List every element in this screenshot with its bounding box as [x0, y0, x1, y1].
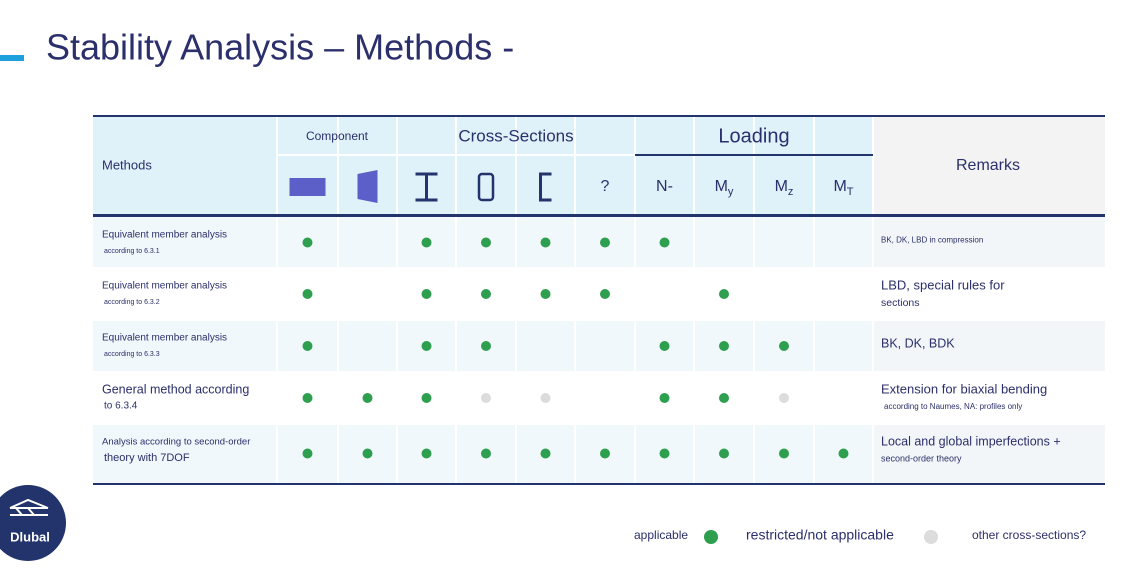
status-dot: [779, 448, 789, 459]
status-dot: [421, 341, 432, 351]
legend-label: other cross-sections?: [972, 528, 1086, 542]
remark: according to Naumes, NA: profiles only: [884, 402, 1022, 411]
icon-i-section: [415, 172, 438, 202]
status-dot: [659, 237, 670, 248]
status-dot: [600, 448, 610, 459]
status-dot: [659, 341, 670, 351]
method-name: according to 6.3.3: [104, 351, 160, 358]
method-name: theory with 7DOF: [104, 452, 190, 464]
header-bg: [93, 117, 873, 215]
remarks-header: Remarks: [956, 157, 1020, 174]
legend-label: applicable: [634, 528, 688, 542]
method-name: according to 6.3.1: [104, 248, 160, 255]
status-dot: [719, 448, 729, 459]
status-dot: [362, 448, 373, 459]
icon-plate: [357, 170, 378, 203]
remarks-header-bg: [873, 117, 1105, 215]
status-dot: [659, 448, 670, 459]
method-name: General method according: [102, 382, 249, 396]
status-dot: [481, 341, 491, 351]
remark: second-order theory: [881, 453, 962, 463]
column-head-sub: z: [788, 186, 794, 198]
group-header: Component: [306, 129, 369, 143]
method-name: Equivalent member analysis: [102, 281, 227, 292]
legend-label: restricted/not applicable: [746, 527, 894, 543]
status-dot: [540, 393, 551, 403]
methods-header: Methods: [102, 157, 152, 172]
status-dot: [481, 448, 491, 459]
status-dot: [302, 237, 313, 248]
column-head-main: N-: [656, 178, 673, 195]
column-head-main: M: [833, 178, 846, 195]
logo-badge: [0, 485, 66, 561]
title-accent: [0, 55, 24, 61]
icon-solid-bar: [289, 178, 326, 196]
column-head: MT: [833, 178, 853, 198]
remark: LBD, special rules for: [881, 277, 1005, 292]
status-dot: [779, 393, 789, 403]
method-name: Analysis according to second-order: [102, 437, 250, 448]
remarks-bg: [873, 424, 1105, 483]
legend-dot: [704, 530, 718, 544]
status-dot: [838, 448, 849, 459]
status-dot: [481, 289, 491, 299]
status-dot: [421, 237, 432, 248]
status-dot: [719, 341, 729, 351]
remark: Local and global imperfections +: [881, 434, 1061, 448]
table: Methods Remarks Component Cross-Sections Loa…: [93, 115, 1105, 485]
group-header: Loading: [718, 125, 789, 147]
status-dot: [481, 393, 491, 403]
status-dot: [302, 289, 313, 299]
status-dot: [719, 393, 729, 403]
remarks-bg: [873, 320, 1105, 372]
status-dot: [302, 393, 313, 403]
method-name: according to 6.3.2: [104, 299, 160, 306]
column-head: ?: [601, 178, 610, 195]
column-head-sub: y: [728, 186, 734, 198]
status-dot: [302, 341, 313, 351]
status-dot: [600, 289, 610, 299]
status-dot: [421, 393, 432, 403]
column-head: N-: [656, 178, 673, 195]
status-dot: [421, 448, 432, 459]
status-dot: [659, 393, 670, 403]
slide-title: Stability Analysis – Methods -: [46, 27, 514, 68]
remarks-bg: [873, 217, 1105, 268]
method-name: Equivalent member analysis: [102, 230, 227, 241]
column-head: Mz: [775, 178, 794, 198]
legend-dot: [924, 530, 938, 544]
status-dot: [779, 341, 789, 351]
remarks-bg: [873, 372, 1105, 424]
remark: Extension for biaxial bending: [881, 381, 1047, 396]
status-dot: [540, 448, 551, 459]
status-dot: [719, 289, 729, 299]
remark: sections: [881, 297, 920, 309]
status-dot: [540, 289, 551, 299]
column-head-main: M: [715, 178, 728, 195]
remark: BK, DK, LBD in compression: [881, 236, 983, 245]
icon-channel-section: [539, 172, 552, 202]
status-dot: [481, 237, 491, 248]
group-header: Cross-Sections: [458, 126, 573, 145]
column-head-main: ?: [601, 178, 610, 195]
method-name: to 6.3.4: [104, 401, 138, 412]
logo-text: Dlubal: [10, 529, 50, 544]
status-dot: [421, 289, 432, 299]
remarks-bg: [873, 268, 1105, 320]
legend: applicable restricted/not applicable other…: [634, 527, 1086, 544]
column-head: My: [715, 178, 734, 198]
column-head-main: M: [775, 178, 788, 195]
status-dot: [302, 448, 313, 459]
column-head-sub: T: [847, 186, 854, 198]
status-dot: [362, 393, 373, 403]
method-name: Equivalent member analysis: [102, 333, 227, 344]
logo-icon: [9, 498, 49, 516]
status-dot: [540, 237, 551, 248]
icon-hollow-section: [477, 172, 495, 202]
remark: BK, DK, BDK: [881, 336, 955, 350]
status-dot: [600, 237, 610, 248]
